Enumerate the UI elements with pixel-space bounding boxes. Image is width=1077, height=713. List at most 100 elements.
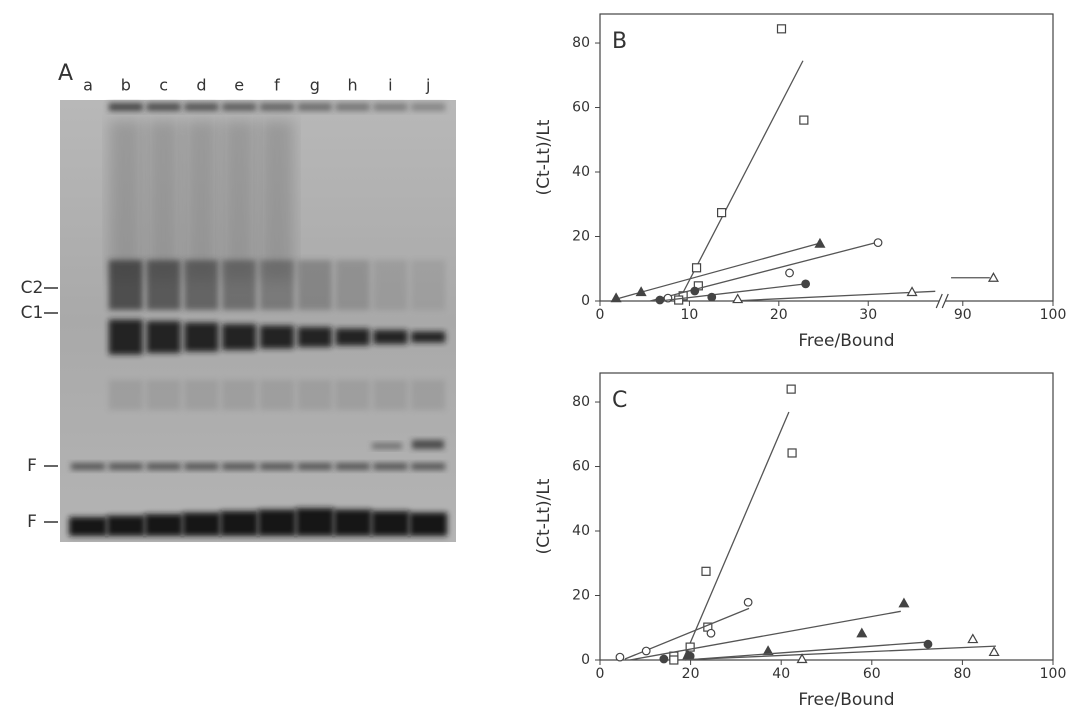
- panel-label: C: [612, 388, 627, 413]
- lane: [182, 103, 221, 536]
- lane: [220, 103, 259, 536]
- free-band: [222, 463, 257, 470]
- free-probe: [295, 508, 334, 536]
- well-band: [373, 103, 408, 111]
- y-tick-label: 0: [581, 652, 590, 668]
- c2-band: [108, 260, 143, 310]
- lane: [295, 103, 334, 536]
- well-band: [411, 103, 446, 111]
- panel-label: A: [58, 61, 73, 86]
- smear: [146, 120, 181, 280]
- fit-line: [615, 242, 822, 300]
- smear: [184, 120, 219, 280]
- lane: [371, 103, 410, 536]
- c2-band: [373, 260, 408, 310]
- point: [801, 279, 811, 289]
- point: [706, 628, 716, 638]
- gel-image: [60, 100, 456, 542]
- free-band: [184, 463, 219, 470]
- point: [674, 295, 684, 305]
- y-tick-label: 60: [572, 100, 590, 116]
- extra-band: [412, 440, 444, 449]
- x-tick-label: 0: [596, 307, 605, 323]
- c1-band: [373, 330, 408, 344]
- free-band: [335, 463, 370, 470]
- mid-bands: [108, 380, 143, 410]
- y-tick-label: 20: [572, 229, 590, 245]
- y-tick-label: 20: [572, 588, 590, 604]
- free-band: [411, 463, 446, 470]
- point: [796, 653, 808, 664]
- well-band: [335, 103, 370, 111]
- x-tick-label: 100: [1040, 666, 1067, 682]
- point: [707, 292, 717, 302]
- point: [873, 238, 883, 248]
- y-tick-label: 40: [572, 523, 590, 539]
- y-tick-label: 40: [572, 164, 590, 180]
- lane: [69, 463, 107, 536]
- y-axis-label: (Ct-Lt)/Lt: [534, 119, 554, 195]
- free-probe: [371, 511, 410, 536]
- c1-band: [184, 322, 219, 352]
- point: [659, 654, 669, 664]
- free-band: [373, 463, 408, 470]
- scatter-panel: B Free/Bound (Ct-Lt)/Lt 0 10 20 30 90 100 0 20 40 60…: [534, 13, 1066, 351]
- c2-band: [335, 260, 370, 310]
- c1-band: [297, 327, 332, 347]
- c1-band: [108, 319, 143, 355]
- free-band: [71, 463, 105, 470]
- point: [690, 286, 700, 296]
- point: [776, 24, 787, 34]
- lane-label: a: [83, 76, 93, 95]
- axis-break-gap: [939, 299, 946, 303]
- c1-band: [411, 331, 446, 343]
- c1-band: [335, 328, 370, 346]
- point: [655, 295, 665, 305]
- fit-line: [732, 290, 936, 302]
- point: [814, 237, 826, 248]
- point: [923, 639, 933, 649]
- free-band: [108, 463, 143, 470]
- point: [732, 293, 744, 304]
- lane-label: e: [234, 76, 244, 95]
- free-probe: [144, 514, 183, 536]
- well-band: [146, 103, 181, 111]
- lane-label: b: [121, 76, 131, 95]
- c2-band: [184, 260, 219, 310]
- smear: [222, 120, 257, 280]
- extra-band: [372, 443, 402, 449]
- c2-band: [411, 260, 446, 310]
- lane-label: g: [310, 76, 320, 95]
- fit-line: [682, 411, 790, 661]
- free-probe: [106, 515, 145, 536]
- free-band: [146, 463, 181, 470]
- axis-break-mark: [941, 293, 949, 309]
- point: [786, 384, 796, 394]
- point: [685, 642, 695, 652]
- fit-line: [685, 641, 929, 661]
- free-probe: [182, 512, 221, 536]
- mid-bands: [184, 380, 219, 410]
- fit-line: [678, 60, 804, 302]
- band-label: F: [27, 512, 37, 532]
- y-tick-label: 0: [581, 293, 590, 309]
- lane: [333, 103, 372, 536]
- panel-label: B: [612, 29, 627, 54]
- point: [743, 597, 753, 607]
- band-label: C2: [21, 278, 44, 298]
- y-tick-label: 80: [572, 35, 590, 51]
- fit-line: [629, 610, 901, 661]
- free-probe: [258, 509, 296, 536]
- lane-label: d: [196, 76, 206, 95]
- x-axis-label: Free/Bound: [798, 331, 894, 351]
- point: [856, 627, 868, 638]
- point: [641, 646, 651, 656]
- point: [906, 286, 918, 297]
- free-band: [260, 463, 294, 470]
- x-tick-label: 20: [770, 307, 788, 323]
- c1-band: [260, 325, 294, 349]
- free-band: [297, 463, 332, 470]
- x-tick-label: 30: [859, 307, 877, 323]
- x-axis-label: Free/Bound: [798, 690, 894, 709]
- point: [716, 208, 727, 218]
